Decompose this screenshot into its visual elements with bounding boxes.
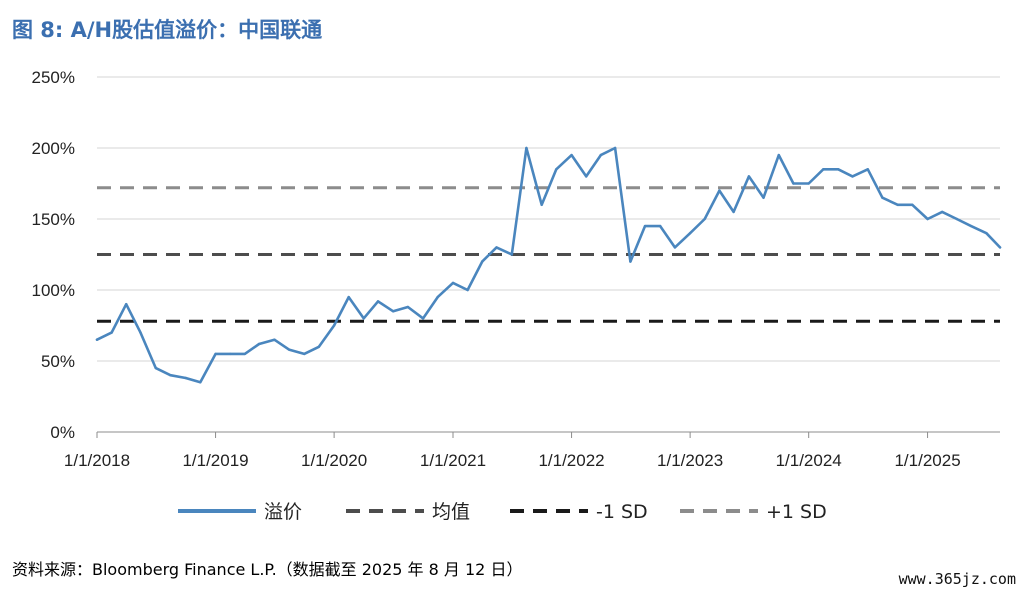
- data-point: [392, 310, 395, 313]
- data-point: [421, 317, 425, 320]
- legend-label: 溢价: [264, 501, 302, 523]
- x-tick-label: 1/1/2020: [301, 451, 367, 470]
- data-point: [495, 246, 498, 249]
- x-tick-label: 1/1/2019: [182, 451, 248, 470]
- watermark: www.365jz.com: [898, 570, 1016, 588]
- data-point: [837, 168, 840, 171]
- data-point: [154, 366, 157, 370]
- data-point: [451, 281, 455, 285]
- data-point: [169, 374, 172, 377]
- series-layer: [95, 146, 1002, 384]
- data-point: [466, 288, 469, 292]
- y-tick-label: 150%: [32, 210, 75, 229]
- data-point: [732, 210, 735, 214]
- reference-lines: [97, 186, 1000, 323]
- axes: 0% 50% 100% 150% 200% 250% 1/1/2018 1/1/2019 1/1…: [32, 68, 1000, 470]
- y-tick-label: 250%: [32, 68, 75, 87]
- data-point: [481, 260, 484, 263]
- data-point: [881, 196, 884, 199]
- data-point: [851, 175, 854, 178]
- y-tick-label: 100%: [32, 281, 75, 300]
- data-point: [436, 295, 439, 299]
- legend-label: +1 SD: [766, 501, 827, 523]
- data-point: [376, 300, 380, 303]
- x-tick-label: 1/1/2024: [776, 451, 842, 470]
- source-note: 资料来源：Bloomberg Finance L.P.（数据截至 2025 年 …: [12, 560, 523, 579]
- data-point: [229, 352, 232, 356]
- data-point: [214, 352, 217, 356]
- data-point: [747, 175, 751, 178]
- data-point: [332, 324, 336, 327]
- data-point: [998, 246, 1002, 249]
- data-point: [985, 232, 988, 235]
- data-point: [718, 189, 721, 192]
- data-point: [199, 381, 202, 384]
- data-point: [287, 348, 291, 351]
- data-point: [273, 338, 276, 341]
- x-tick-label: 1/1/2021: [420, 451, 486, 470]
- data-point: [110, 331, 113, 334]
- data-point: [540, 203, 543, 206]
- grid-lines: [97, 76, 1000, 362]
- data-point: [911, 203, 914, 206]
- data-point: [184, 376, 187, 380]
- y-tick-label: 50%: [41, 352, 75, 371]
- series-line-premium: [95, 146, 1002, 384]
- data-point: [822, 168, 825, 171]
- data-point: [896, 203, 899, 206]
- data-point: [570, 153, 573, 157]
- data-point: [95, 338, 99, 341]
- data-point: [585, 175, 588, 178]
- legend-label: -1 SD: [596, 501, 648, 523]
- data-point: [362, 317, 365, 320]
- data-point: [510, 253, 513, 256]
- data-point: [347, 295, 350, 299]
- data-point: [257, 342, 261, 346]
- data-point: [599, 153, 602, 157]
- data-point: [673, 246, 677, 249]
- data-point: [762, 196, 765, 199]
- data-point: [969, 224, 973, 228]
- data-point: [613, 146, 617, 150]
- data-point: [659, 224, 662, 228]
- data-point: [866, 168, 869, 171]
- y-tick-label: 200%: [32, 139, 75, 158]
- data-point: [777, 153, 780, 157]
- data-point: [555, 168, 558, 171]
- data-point: [629, 260, 632, 263]
- data-point: [807, 182, 810, 185]
- data-point: [303, 352, 306, 356]
- x-tick-label: 1/1/2022: [538, 451, 604, 470]
- data-point: [125, 303, 128, 306]
- x-tick-label: 1/1/2025: [894, 451, 960, 470]
- data-point: [688, 232, 692, 235]
- data-point: [139, 331, 142, 334]
- legend: 溢价 均值 -1 SD +1 SD: [178, 501, 827, 523]
- data-point: [703, 217, 706, 221]
- data-point: [643, 224, 647, 228]
- legend-label: 均值: [432, 501, 470, 523]
- x-tick-label: 1/1/2018: [64, 451, 130, 470]
- data-point: [792, 182, 795, 185]
- x-tick-label: 1/1/2023: [657, 451, 723, 470]
- data-point: [243, 352, 246, 356]
- data-point: [317, 345, 321, 348]
- data-point: [525, 146, 528, 150]
- data-point: [926, 217, 929, 221]
- data-point: [406, 305, 410, 309]
- data-point: [955, 217, 958, 221]
- data-point: [941, 210, 944, 214]
- y-tick-label: 0%: [50, 423, 75, 442]
- figure-title: 图 8: A/H股估值溢价：中国联通: [12, 18, 323, 42]
